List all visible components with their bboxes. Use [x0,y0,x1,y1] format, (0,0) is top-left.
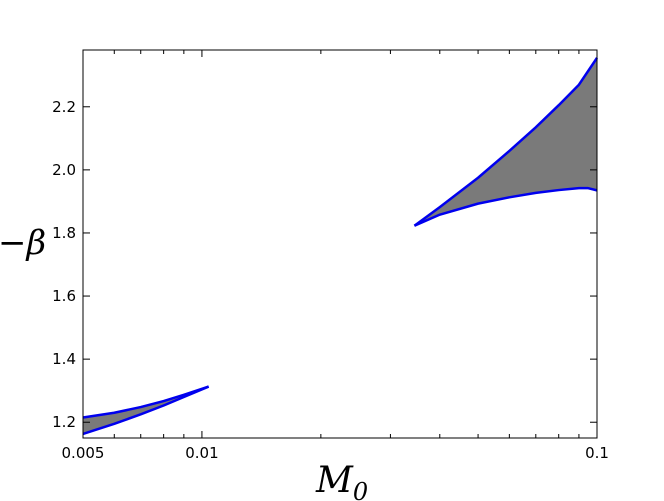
y-tick-label-4: 2.0 [52,161,76,179]
x-tick-label-1: 0.01 [185,444,218,462]
y-tick-label-3: 1.8 [52,224,76,242]
y-tick-label-2: 1.6 [52,287,76,305]
plot-frame [82,49,598,439]
y-tick-label-1: 1.4 [52,350,76,368]
region-2-upper-boundary [413,57,599,227]
y-tick-label-0: 1.2 [52,413,76,431]
y-tick-label-5: 2.2 [52,98,76,116]
region-1-upper-boundary [82,385,210,419]
tick-labels-layer: 1.2 1.4 1.6 1.8 2.0 2.2 0.005 0.01 0.1 [52,98,609,462]
x-tick-label-0: 0.005 [62,444,105,462]
ticks-layer [82,50,598,438]
region-fill-1 [83,386,209,434]
region-fill-2 [414,57,597,226]
region-1-lower-boundary [82,385,210,436]
y-axis-label: −β [0,223,46,263]
x-tick-label-2: 0.1 [585,444,609,462]
x-axis-label-main: M [315,460,354,501]
region-2-lower-boundary [413,186,598,227]
x-axis-label-subscript: 0 [353,478,368,501]
x-axis-label: M0 [315,460,368,501]
regions-layer [82,57,599,436]
